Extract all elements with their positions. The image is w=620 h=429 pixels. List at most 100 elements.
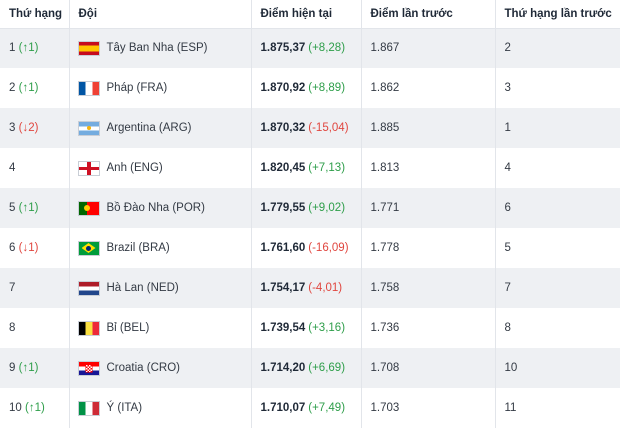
previous-rank-cell: 6: [495, 188, 620, 228]
rank-movement: (↑1): [18, 362, 39, 374]
current-points: 1.739,54: [260, 322, 306, 334]
team-name[interactable]: Argentina (ARG): [106, 122, 192, 134]
previous-rank: 1: [504, 122, 511, 134]
previous-points-cell: 1.813: [361, 148, 496, 188]
team-name[interactable]: Anh (ENG): [106, 162, 163, 174]
rank-cell: 3 (↓2): [0, 108, 70, 148]
current-points: 1.875,37: [260, 42, 306, 55]
rank-cell: 2 (↑1): [0, 68, 70, 108]
current-points: 1.710,07: [260, 402, 306, 414]
previous-rank: 4: [504, 162, 511, 174]
portugal-flag-icon: [78, 201, 99, 215]
rank-cell: 8: [0, 308, 70, 348]
previous-rank-cell: 4: [495, 148, 620, 188]
points-cell: 1.870,32 (-15,04): [251, 108, 362, 148]
team-name[interactable]: Croatia (CRO): [106, 362, 180, 374]
table-row[interactable]: 7 Hà Lan (NED) 1.754,17 (-4,01) 1.758 7: [0, 268, 620, 308]
points-cell: 1.779,55 (+9,02): [251, 188, 362, 228]
rank-cell: 5 (↑1): [0, 188, 70, 228]
previous-points-cell: 1.758: [361, 268, 496, 308]
team-cell: Bồ Đào Nha (POR): [69, 188, 252, 228]
table-row[interactable]: 2 (↑1) Pháp (FRA) 1.870,92 (+8,89) 1.862 …: [0, 68, 620, 108]
previous-rank: 10: [504, 362, 518, 374]
previous-points: 1.771: [370, 202, 400, 214]
team-name[interactable]: Pháp (FRA): [106, 82, 168, 94]
points-cell: 1.875,37 (+8,28): [251, 28, 362, 68]
points-change: (+3,16): [308, 322, 346, 334]
team-name[interactable]: Bỉ (BEL): [106, 322, 150, 334]
points-cell: 1.739,54 (+3,16): [251, 308, 362, 348]
team-cell: Ý (ITA): [69, 388, 252, 428]
spain-flag-icon: [78, 41, 99, 55]
team-cell: Argentina (ARG): [69, 108, 252, 148]
previous-rank: 11: [504, 402, 517, 414]
team-name[interactable]: Tây Ban Nha (ESP): [106, 42, 208, 55]
previous-points: 1.778: [370, 242, 400, 254]
rank-movement: (↑1): [18, 82, 39, 94]
points-change: (+7,49): [308, 402, 346, 414]
rank-movement: (↓2): [18, 122, 39, 134]
current-points: 1.754,17: [260, 282, 306, 294]
header-current-points[interactable]: Điểm hiện tại: [251, 0, 362, 29]
points-cell: 1.820,45 (+7,13): [251, 148, 362, 188]
points-change: (-16,09): [308, 242, 349, 254]
points-change: (+8,89): [308, 82, 346, 94]
previous-points: 1.758: [370, 282, 400, 294]
header-rank[interactable]: Thứ hạng: [0, 0, 70, 29]
team-cell: Tây Ban Nha (ESP): [69, 28, 252, 68]
table-row[interactable]: 4 Anh (ENG) 1.820,45 (+7,13) 1.813 4: [0, 148, 620, 188]
previous-points-cell: 1.867: [361, 28, 496, 68]
table-header: Thứ hạng Đội Điểm hiện tại Điểm lần trướ…: [0, 0, 620, 29]
previous-points: 1.736: [370, 322, 400, 334]
rank-value: 4: [9, 162, 16, 174]
previous-rank: 7: [504, 282, 511, 294]
rank-value: 7: [9, 282, 16, 294]
team-name[interactable]: Brazil (BRA): [106, 242, 170, 254]
team-name[interactable]: Ý (ITA): [106, 402, 143, 414]
previous-points: 1.813: [370, 162, 400, 174]
points-cell: 1.761,60 (-16,09): [251, 228, 362, 268]
points-cell: 1.710,07 (+7,49): [251, 388, 362, 428]
rank-value: 2: [9, 82, 16, 94]
previous-points-cell: 1.708: [361, 348, 496, 388]
table-row[interactable]: 9 (↑1) Croatia (CRO) 1.714,20 (+6,69) 1.7…: [0, 348, 620, 388]
rank-value: 6: [9, 242, 16, 254]
team-cell: Pháp (FRA): [69, 68, 252, 108]
team-cell: Hà Lan (NED): [69, 268, 252, 308]
table-row[interactable]: 8 Bỉ (BEL) 1.739,54 (+3,16) 1.736 8: [0, 308, 620, 348]
table-row[interactable]: 5 (↑1) Bồ Đào Nha (POR) 1.779,55 (+9,02) …: [0, 188, 620, 228]
header-previous-points[interactable]: Điểm lần trước: [361, 0, 496, 29]
previous-points-cell: 1.862: [361, 68, 496, 108]
points-cell: 1.870,92 (+8,89): [251, 68, 362, 108]
previous-rank-cell: 8: [495, 308, 620, 348]
team-cell: Croatia (CRO): [69, 348, 252, 388]
previous-rank-cell: 11: [495, 388, 620, 428]
rank-value: 3: [9, 122, 16, 134]
rank-value: 1: [9, 42, 16, 55]
team-name[interactable]: Bồ Đào Nha (POR): [106, 202, 205, 214]
previous-points-cell: 1.703: [361, 388, 496, 428]
team-cell: Anh (ENG): [69, 148, 252, 188]
table-row[interactable]: 10 (↑1) Ý (ITA) 1.710,07 (+7,49) 1.703 11: [0, 388, 620, 428]
previous-rank-cell: 5: [495, 228, 620, 268]
table-row[interactable]: 3 (↓2) Argentina (ARG) 1.870,32 (-15,04) …: [0, 108, 620, 148]
previous-rank: 3: [504, 82, 511, 94]
previous-rank-cell: 1: [495, 108, 620, 148]
croatia-flag-icon: [78, 361, 99, 375]
rank-cell: 4: [0, 148, 70, 188]
previous-points: 1.885: [370, 122, 400, 134]
header-team[interactable]: Đội: [69, 0, 252, 29]
rank-movement: (↑1): [18, 202, 39, 214]
points-cell: 1.754,17 (-4,01): [251, 268, 362, 308]
points-change: (+6,69): [308, 362, 346, 374]
previous-points-cell: 1.778: [361, 228, 496, 268]
table-row[interactable]: 6 (↓1) Brazil (BRA) 1.761,60 (-16,09) 1.7…: [0, 228, 620, 268]
team-name[interactable]: Hà Lan (NED): [106, 282, 179, 294]
rank-movement: (↑1): [18, 42, 39, 55]
table-row[interactable]: 1 (↑1) Tây Ban Nha (ESP) 1.875,37 (+8,28)…: [0, 28, 620, 68]
header-previous-rank[interactable]: Thứ hạng lần trước: [495, 0, 620, 29]
previous-points-cell: 1.736: [361, 308, 496, 348]
current-points: 1.779,55: [260, 202, 306, 214]
brazil-flag-icon: [78, 241, 99, 255]
points-change: (-4,01): [308, 282, 343, 294]
